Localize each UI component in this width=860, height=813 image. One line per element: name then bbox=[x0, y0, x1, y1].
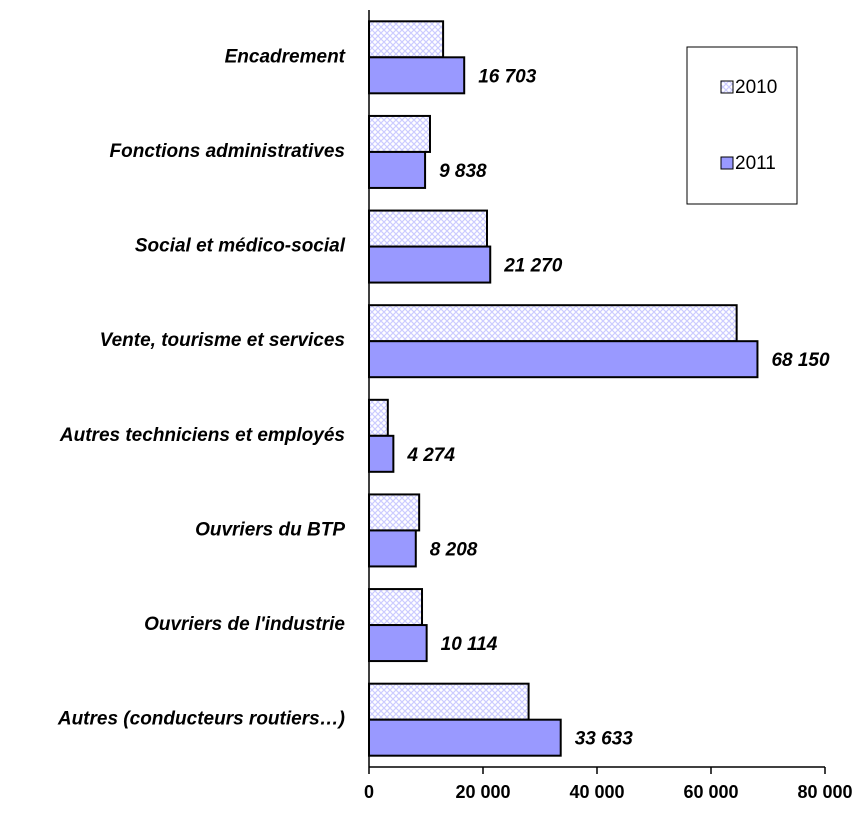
value-label: 33 633 bbox=[575, 729, 634, 750]
x-tick-label: 0 bbox=[364, 782, 374, 802]
bar bbox=[368, 150, 427, 189]
y-tick-label: Ouvriers de l'industrie bbox=[144, 614, 345, 635]
value-label: 10 114 bbox=[441, 634, 498, 655]
bar bbox=[368, 588, 424, 627]
legend-swatch bbox=[720, 80, 734, 94]
bar bbox=[368, 56, 466, 95]
value-label: 16 703 bbox=[478, 66, 537, 87]
bar bbox=[368, 340, 759, 379]
bar bbox=[368, 209, 488, 248]
bar bbox=[368, 398, 389, 437]
value-label: 4 274 bbox=[406, 445, 455, 466]
x-tick-label: 80 000 bbox=[797, 782, 852, 802]
y-tick-label: Encadrement bbox=[225, 46, 346, 67]
legend-label: 2011 bbox=[735, 153, 776, 174]
bar bbox=[368, 304, 738, 343]
y-tick-label: Ouvriers du BTP bbox=[195, 519, 345, 540]
y-tick-label: Vente, tourisme et services bbox=[100, 330, 345, 351]
bar bbox=[368, 682, 530, 721]
legend-swatch bbox=[720, 156, 734, 170]
bar bbox=[368, 20, 445, 59]
value-label: 8 208 bbox=[430, 539, 478, 560]
x-tick-label: 20 000 bbox=[455, 782, 510, 802]
bar bbox=[368, 114, 431, 153]
bar bbox=[368, 493, 421, 532]
bar bbox=[368, 529, 417, 568]
value-label: 21 270 bbox=[503, 256, 563, 277]
y-tick-label: Autres (conducteurs routiers…) bbox=[57, 709, 345, 730]
bar bbox=[368, 624, 428, 663]
legend-box bbox=[686, 46, 798, 205]
y-tick-label: Fonctions administratives bbox=[110, 141, 345, 162]
bar bbox=[368, 434, 395, 473]
bar bbox=[368, 718, 562, 757]
legend-label: 2010 bbox=[735, 77, 777, 98]
x-tick-label: 60 000 bbox=[683, 782, 738, 802]
value-label: 9 838 bbox=[439, 161, 487, 182]
bar bbox=[368, 245, 492, 284]
y-tick-label: Autres techniciens et employés bbox=[59, 425, 345, 446]
value-label: 68 150 bbox=[771, 350, 830, 371]
x-tick-label: 40 000 bbox=[569, 782, 624, 802]
y-tick-label: Social et médico-social bbox=[135, 236, 346, 257]
